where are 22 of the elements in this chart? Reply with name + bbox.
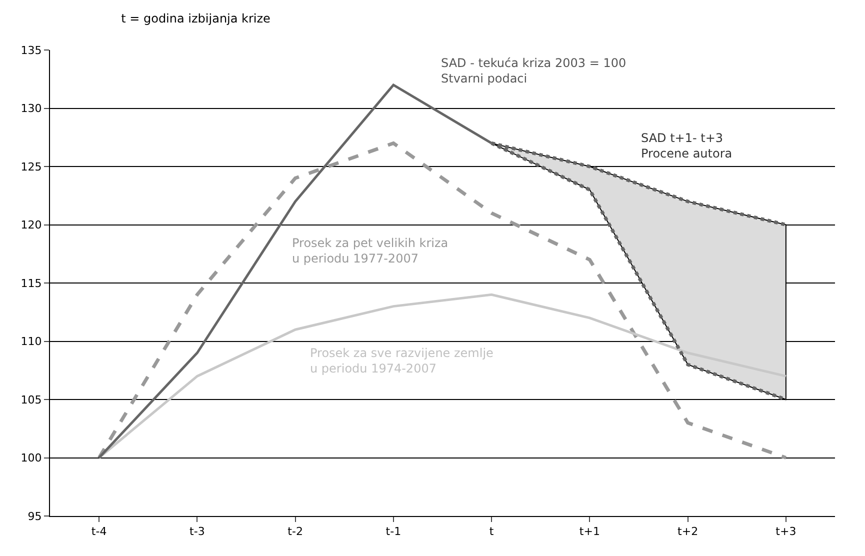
y-tick-label: 95	[28, 510, 42, 523]
x-tick-label: t	[489, 525, 494, 538]
annotation: Prosek za pet velikih kriza u periodu 1977-2007	[292, 236, 448, 266]
y-tick-label: 105	[20, 393, 42, 406]
x-tick-label: t-3	[190, 525, 205, 538]
x-tick-label: t+2	[678, 525, 698, 538]
x-tick-label: t+1	[579, 525, 600, 538]
x-tick-label: t+3	[776, 525, 796, 538]
x-tick-label: t-4	[91, 525, 107, 538]
x-tick-label: t-1	[386, 525, 402, 538]
y-tick-label: 110	[20, 335, 42, 348]
y-tick-label: 100	[20, 452, 42, 465]
chart-title: t = godina izbijanja krize	[121, 11, 270, 26]
annotation: Prosek za sve razvijene zemlje u periodu 1974-2007	[310, 346, 494, 376]
y-tick-label: 115	[20, 276, 42, 290]
y-tick-label: 120	[20, 218, 42, 232]
y-tick-label: 125	[20, 160, 42, 174]
y-tick-label: 130	[20, 102, 42, 116]
y-tick-label: 135	[20, 44, 42, 57]
annotation: SAD t+1- t+3 Procene autora	[641, 131, 732, 161]
x-tick-label: t-2	[288, 525, 303, 538]
annotation: SAD - tekuća kriza 2003 = 100 Stvarni podaci	[441, 56, 626, 86]
